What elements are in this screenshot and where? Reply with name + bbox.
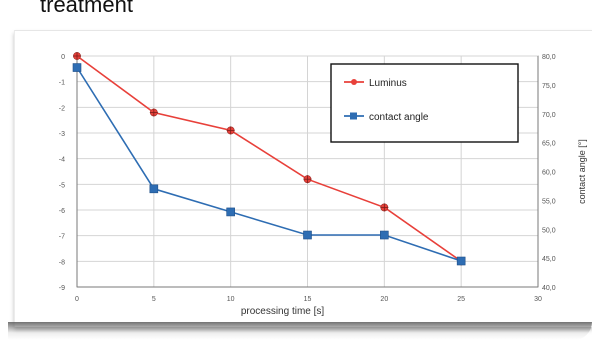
- legend-swatch-marker: [350, 112, 357, 120]
- y-right-tick-label: 80,0: [542, 54, 556, 61]
- data-point: [149, 184, 159, 194]
- x-tick-label: 30: [534, 296, 542, 303]
- y-right-tick-label: 50,0: [542, 227, 556, 234]
- data-point: [456, 256, 466, 266]
- y-right-tick-label: 45,0: [542, 256, 556, 263]
- y-right-tick-label: 75,0: [542, 83, 556, 90]
- y-left-tick-label: 0: [61, 54, 65, 61]
- data-point: [226, 207, 235, 217]
- legend: Luminus contact angle: [330, 63, 519, 143]
- y-left-tick-label: -6: [59, 208, 65, 215]
- data-point: [72, 63, 82, 72]
- x-tick-label: 20: [380, 296, 388, 303]
- slide-heading: treatment: [40, 0, 133, 17]
- x-tick-label: 5: [152, 296, 156, 303]
- y-right-tick-label: 55,0: [542, 198, 556, 205]
- legend-label: Luminus: [369, 78, 407, 89]
- y-left-tick-label: -8: [59, 259, 65, 266]
- y-left-tick-label: -9: [59, 285, 65, 292]
- x-tick-label: 15: [304, 296, 312, 303]
- x-tick-label: 0: [75, 296, 79, 303]
- y-right-axis-label: contact angle [°]: [577, 139, 587, 204]
- y-right-tick-label: 70,0: [542, 112, 556, 119]
- y-right-tick-label: 60,0: [542, 170, 556, 177]
- y-left-tick-label: -2: [59, 105, 65, 112]
- x-tick-label: 10: [227, 296, 235, 303]
- y-right-tick-label: 40,0: [542, 285, 556, 292]
- legend-swatch-marker: [351, 79, 357, 85]
- x-tick-label: 25: [457, 296, 465, 303]
- y-left-tick-label: -1: [59, 80, 65, 87]
- y-left-tick-label: -7: [59, 234, 65, 241]
- y-right-tick-label: 65,0: [542, 141, 556, 148]
- y-left-tick-label: -5: [59, 182, 65, 189]
- data-point: [303, 230, 312, 240]
- x-axis-label: processing time [s]: [241, 306, 325, 317]
- series-lines: [72, 52, 466, 266]
- frame-shadow: [8, 322, 592, 340]
- legend-box: [330, 63, 519, 143]
- y-left-tick-label: -3: [59, 131, 65, 138]
- y-left-tick-label: -4: [59, 157, 65, 164]
- legend-label: contact angle: [369, 112, 429, 123]
- data-point: [380, 230, 389, 240]
- axes: 0 -1 -2 -3 -4 -5 -6 -7 -8 -9 0 5 10 15 20 25 30 80,0 75,0 7…: [59, 54, 587, 317]
- series-line-luminus: [76, 55, 462, 262]
- series-line-contact-angle: [76, 67, 462, 262]
